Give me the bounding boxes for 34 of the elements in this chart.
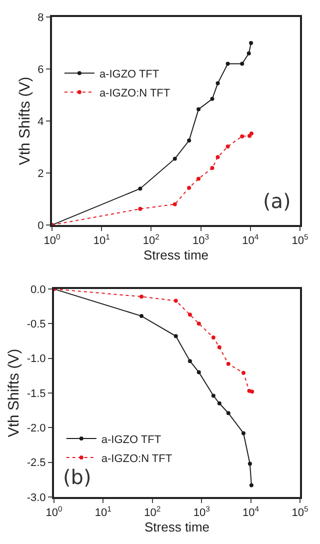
legend-label: a-IGZO:N TFT	[101, 452, 172, 465]
x-tick-label: 10$^{5}$	[292, 232, 308, 248]
y-axis-title: Vth Shifts (V)	[16, 76, 34, 166]
x-tick-label: 10$^{3}$	[193, 504, 210, 520]
y-tick-label: 6	[38, 64, 44, 76]
x-tick-label: 10$^{3}$	[192, 232, 210, 248]
x-axis-title: Stress time	[143, 247, 209, 262]
legend-label: a-IGZO:N TFT	[99, 87, 170, 100]
annotation: (a)	[263, 189, 291, 213]
x-tick-label: 10$^{1}$	[93, 232, 110, 248]
x-tick-label: 10$^{5}$	[292, 504, 308, 520]
x-tick-label: 10$^{0}$	[46, 504, 62, 520]
y-tick-label: 8	[38, 12, 44, 24]
y-tick-label: -1.0	[26, 353, 46, 366]
legend-label: a-IGZO TFT	[101, 434, 162, 446]
y-tick-label: -3.0	[26, 492, 46, 504]
y-tick-label: 4	[38, 116, 44, 128]
y-tick-label: 0.0	[30, 284, 46, 296]
x-tick-label: 10$^{2}$	[142, 232, 160, 248]
legend-label: a-IGZO TFT	[99, 68, 160, 80]
y-tick-label: 2	[38, 168, 44, 180]
y-tick-label: -2.5	[26, 457, 46, 470]
annotation: (b)	[63, 465, 92, 489]
y-tick-label: -0.5	[26, 318, 46, 331]
x-tick-label: 10$^{2}$	[144, 504, 161, 520]
y-tick-label: -2.0	[26, 422, 46, 435]
x-tick-label: 10$^{1}$	[94, 504, 112, 520]
x-tick-label: 10$^{4}$	[242, 232, 260, 248]
y-tick-label: -1.5	[26, 388, 46, 400]
x-tick-label: 10$^{0}$	[44, 232, 60, 248]
x-axis-title: Stress time	[144, 519, 210, 534]
y-axis-title: Vth Shifts (V)	[6, 348, 23, 438]
x-tick-label: 10$^{4}$	[242, 504, 260, 520]
y-tick-label: 0	[38, 220, 44, 232]
